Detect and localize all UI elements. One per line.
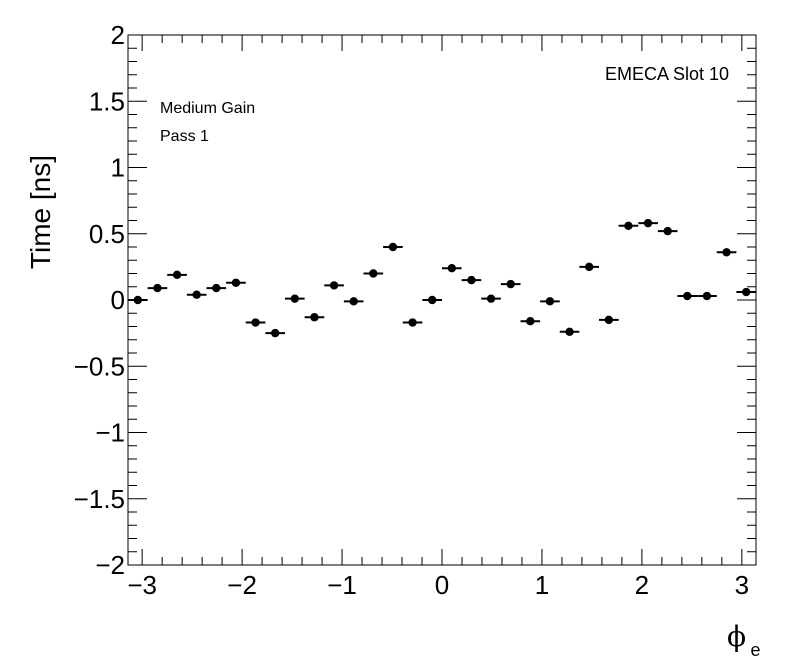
y-tick-label: 2 xyxy=(111,20,125,50)
y-tick-label: −0.5 xyxy=(74,351,125,381)
data-marker xyxy=(741,287,751,297)
data-marker xyxy=(310,313,319,322)
data-marker xyxy=(486,294,496,303)
data-point xyxy=(618,221,639,230)
data-point xyxy=(461,275,482,285)
annotation-gain: Medium Gain xyxy=(160,100,255,117)
data-marker xyxy=(388,242,398,252)
x-tick-label: 1 xyxy=(535,570,549,600)
data-point xyxy=(481,294,501,303)
data-marker xyxy=(545,297,555,306)
data-marker xyxy=(153,283,162,293)
data-series xyxy=(128,218,756,338)
x-axis-label: ϕ e xyxy=(727,620,761,660)
data-point xyxy=(500,279,521,289)
annotation-slot: EMECA Slot 10 xyxy=(605,64,729,84)
data-point xyxy=(442,264,462,273)
data-point xyxy=(245,318,266,327)
data-marker xyxy=(427,295,437,305)
y-tick-label: 1.5 xyxy=(89,86,125,116)
y-tick-labels: −2 −1.5 −1 −0.5 0 0.5 1 1.5 2 xyxy=(74,20,125,580)
data-point xyxy=(559,327,580,336)
x-tick-labels: −3 −2 −1 0 1 2 3 xyxy=(127,570,749,600)
data-point xyxy=(736,287,756,297)
data-point xyxy=(599,315,619,325)
data-marker xyxy=(683,291,692,301)
data-marker xyxy=(369,269,378,278)
data-marker xyxy=(408,318,417,327)
data-point xyxy=(128,295,148,305)
x-tick-label: −2 xyxy=(227,570,257,600)
x-tick-label: 2 xyxy=(635,570,649,600)
data-marker xyxy=(447,264,457,273)
data-marker xyxy=(722,248,731,257)
data-point xyxy=(304,313,325,322)
data-marker xyxy=(270,328,280,338)
x-axis-subscript: e xyxy=(751,640,761,660)
data-point xyxy=(716,248,737,257)
data-point xyxy=(402,318,423,327)
axis-ticks xyxy=(128,34,756,566)
data-point xyxy=(638,218,658,228)
data-marker xyxy=(349,297,358,306)
data-marker xyxy=(212,283,221,293)
x-tick-label: −3 xyxy=(127,570,157,600)
data-marker xyxy=(565,327,574,336)
data-point xyxy=(265,328,285,338)
data-point xyxy=(147,283,168,293)
data-marker xyxy=(643,218,653,228)
data-point xyxy=(363,269,384,278)
data-point xyxy=(579,262,599,272)
y-axis-label: Time [ns] xyxy=(25,155,56,269)
data-point xyxy=(540,297,560,306)
data-marker xyxy=(702,291,712,301)
data-marker xyxy=(584,262,594,272)
data-marker xyxy=(604,315,614,325)
data-marker xyxy=(624,221,633,230)
data-marker xyxy=(133,295,143,305)
y-tick-label: 1 xyxy=(111,153,125,183)
x-tick-label: 3 xyxy=(735,570,749,600)
x-axis-symbol: ϕ xyxy=(727,620,746,653)
y-tick-label: 0 xyxy=(111,285,125,315)
data-marker xyxy=(172,270,182,280)
data-marker xyxy=(251,318,260,327)
data-point xyxy=(422,295,442,305)
annotation-pass: Pass 1 xyxy=(160,128,209,145)
data-marker xyxy=(526,317,535,326)
data-marker xyxy=(506,279,515,289)
data-point xyxy=(677,291,698,301)
y-tick-label: 0.5 xyxy=(89,219,125,249)
data-point xyxy=(657,226,678,236)
data-point xyxy=(697,291,717,301)
data-marker xyxy=(329,281,339,290)
data-marker xyxy=(192,290,201,299)
data-marker xyxy=(231,278,241,287)
data-point xyxy=(285,294,305,303)
y-tick-label: −2 xyxy=(95,550,125,580)
data-marker xyxy=(290,294,300,303)
data-point xyxy=(324,281,344,290)
data-point xyxy=(206,283,227,293)
y-tick-label: −1.5 xyxy=(74,484,125,514)
data-point xyxy=(167,270,187,280)
data-marker xyxy=(467,275,476,285)
x-tick-label: −1 xyxy=(327,570,357,600)
data-point xyxy=(343,297,364,306)
data-marker xyxy=(663,226,672,236)
x-tick-label: 0 xyxy=(435,570,449,600)
data-point xyxy=(520,317,541,326)
data-point xyxy=(226,278,246,287)
y-tick-label: −1 xyxy=(95,418,125,448)
data-point xyxy=(383,242,403,252)
data-point xyxy=(186,290,207,299)
